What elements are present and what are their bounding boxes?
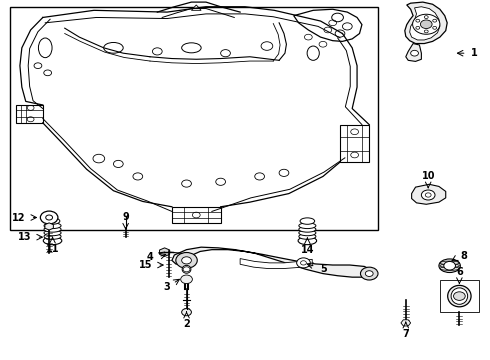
Polygon shape — [240, 258, 312, 269]
Circle shape — [413, 14, 440, 34]
Text: 7: 7 — [402, 329, 409, 339]
Polygon shape — [405, 2, 447, 44]
Circle shape — [176, 252, 197, 268]
Ellipse shape — [439, 259, 460, 273]
Ellipse shape — [448, 285, 471, 307]
Circle shape — [361, 267, 378, 280]
Circle shape — [454, 292, 465, 300]
Polygon shape — [406, 44, 421, 62]
Text: 4: 4 — [147, 252, 153, 262]
Circle shape — [420, 20, 432, 28]
Text: 2: 2 — [183, 319, 190, 329]
Circle shape — [296, 258, 310, 268]
Circle shape — [182, 257, 192, 264]
Polygon shape — [45, 223, 53, 230]
Polygon shape — [172, 207, 220, 223]
Circle shape — [444, 261, 456, 270]
Polygon shape — [16, 105, 43, 123]
Ellipse shape — [451, 288, 467, 304]
Polygon shape — [160, 248, 170, 256]
Text: 15: 15 — [139, 260, 152, 270]
Circle shape — [181, 275, 193, 284]
Text: 5: 5 — [320, 264, 327, 274]
Circle shape — [421, 190, 435, 200]
Polygon shape — [192, 5, 201, 10]
Circle shape — [182, 309, 192, 316]
Bar — [10, 7, 378, 230]
Text: 8: 8 — [461, 251, 468, 261]
Circle shape — [183, 267, 190, 272]
Ellipse shape — [298, 237, 317, 245]
Ellipse shape — [299, 226, 316, 232]
Polygon shape — [340, 125, 369, 162]
Text: 9: 9 — [122, 212, 129, 222]
Ellipse shape — [45, 218, 60, 224]
Ellipse shape — [182, 43, 201, 53]
Ellipse shape — [300, 218, 315, 224]
Circle shape — [411, 50, 418, 56]
Circle shape — [366, 271, 373, 276]
Ellipse shape — [43, 237, 62, 245]
Ellipse shape — [299, 234, 316, 239]
Ellipse shape — [44, 226, 61, 232]
Ellipse shape — [104, 42, 123, 53]
Ellipse shape — [307, 46, 319, 60]
Polygon shape — [172, 247, 373, 277]
Text: 14: 14 — [300, 245, 314, 255]
Ellipse shape — [38, 38, 52, 58]
Text: 13: 13 — [18, 232, 31, 242]
Text: 1: 1 — [470, 48, 477, 58]
Ellipse shape — [44, 234, 61, 239]
Text: 11: 11 — [46, 244, 59, 254]
Polygon shape — [410, 7, 440, 40]
Text: 10: 10 — [421, 171, 435, 181]
Polygon shape — [401, 320, 411, 326]
Ellipse shape — [182, 265, 191, 273]
Ellipse shape — [299, 230, 316, 236]
Text: 3: 3 — [164, 282, 171, 292]
Ellipse shape — [44, 223, 61, 229]
Ellipse shape — [44, 230, 61, 236]
Circle shape — [40, 211, 58, 224]
Text: 6: 6 — [456, 267, 463, 277]
Ellipse shape — [299, 223, 316, 229]
Circle shape — [46, 215, 52, 220]
Polygon shape — [412, 184, 446, 204]
Polygon shape — [294, 9, 362, 41]
Text: 12: 12 — [12, 212, 26, 222]
